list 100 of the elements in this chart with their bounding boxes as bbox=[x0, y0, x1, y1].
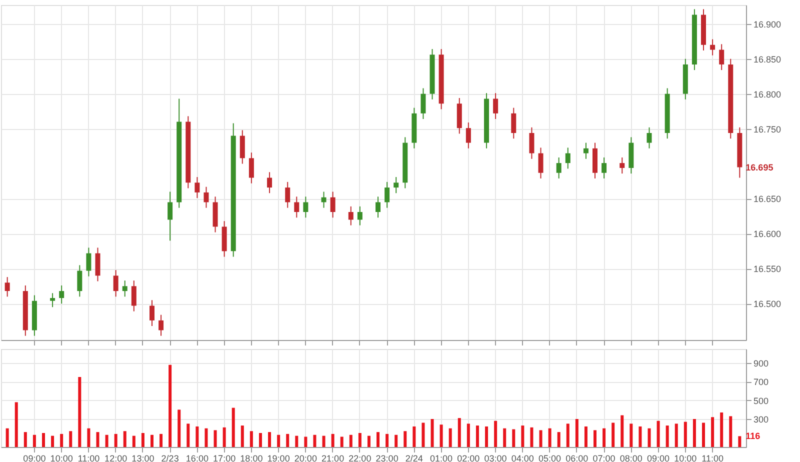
bar bbox=[6, 428, 9, 447]
x-tick-label: 22:00 bbox=[348, 454, 372, 462]
bar bbox=[376, 432, 380, 447]
candlestick bbox=[493, 92, 498, 120]
bar bbox=[674, 424, 678, 447]
candlestick bbox=[466, 122, 471, 149]
bar bbox=[602, 428, 606, 447]
bar bbox=[702, 422, 706, 447]
bar bbox=[32, 434, 36, 447]
candlestick bbox=[168, 191, 173, 242]
bar bbox=[14, 402, 18, 447]
bar bbox=[494, 420, 498, 447]
bar bbox=[295, 436, 298, 447]
bar bbox=[123, 431, 126, 447]
candlestick bbox=[294, 196, 300, 218]
y-tick-label: 16.500 bbox=[754, 299, 782, 310]
bar bbox=[304, 436, 308, 447]
candlestick bbox=[131, 280, 136, 312]
x-tick-label: 07:00 bbox=[592, 454, 616, 462]
bar bbox=[358, 433, 362, 447]
bar bbox=[720, 412, 724, 447]
bar bbox=[738, 436, 742, 447]
candlestick bbox=[330, 191, 336, 218]
bar bbox=[42, 433, 45, 447]
bar bbox=[51, 436, 54, 447]
bar bbox=[286, 434, 290, 447]
candlestick bbox=[86, 247, 92, 277]
y-tick-label: 900 bbox=[754, 358, 769, 368]
bar bbox=[566, 424, 570, 447]
candlestick bbox=[357, 206, 362, 226]
y-tick-label: 16.750 bbox=[754, 124, 782, 134]
candlestick bbox=[511, 107, 516, 140]
candlestick bbox=[321, 191, 326, 208]
x-tick-label: 10:00 bbox=[50, 454, 73, 462]
bar bbox=[168, 364, 172, 447]
bar bbox=[412, 426, 416, 447]
bar bbox=[331, 434, 334, 447]
bar bbox=[630, 424, 633, 447]
bar bbox=[258, 433, 262, 447]
candlestick bbox=[4, 276, 10, 298]
y-tick-label: 300 bbox=[754, 414, 769, 424]
annotation: 116 bbox=[746, 431, 760, 442]
bar bbox=[87, 428, 90, 447]
bar bbox=[222, 427, 226, 447]
bar bbox=[150, 434, 154, 447]
bar bbox=[105, 434, 108, 447]
candlestick bbox=[95, 247, 100, 282]
x-tick-label: 2/24 bbox=[405, 454, 423, 462]
bar bbox=[539, 430, 542, 447]
bar bbox=[620, 415, 624, 447]
x-tick-label: 23:00 bbox=[376, 454, 398, 462]
bar bbox=[404, 431, 407, 447]
y-tick-label: 500 bbox=[754, 396, 769, 406]
x-tick-label: 03:00 bbox=[484, 454, 507, 462]
candlestick bbox=[303, 196, 308, 218]
x-tick-label: 09:00 bbox=[647, 454, 670, 462]
bar bbox=[322, 436, 326, 447]
candlestick bbox=[556, 156, 562, 179]
candlestick bbox=[620, 156, 625, 174]
x-tick-label: 21:00 bbox=[322, 454, 344, 462]
bar bbox=[503, 428, 506, 447]
candlestick bbox=[394, 176, 399, 194]
bar bbox=[594, 430, 597, 447]
bar bbox=[160, 434, 163, 447]
candlestick bbox=[285, 181, 290, 208]
x-tick-label: 2/23 bbox=[161, 454, 179, 462]
bar bbox=[430, 419, 434, 447]
candlestick bbox=[122, 280, 128, 298]
bar bbox=[78, 377, 82, 447]
candlestick bbox=[50, 292, 56, 308]
candlestick bbox=[113, 270, 118, 298]
y-tick-label: 16.600 bbox=[754, 229, 782, 240]
bar bbox=[277, 434, 280, 447]
bar bbox=[349, 434, 352, 447]
x-tick-label: 10:00 bbox=[674, 454, 697, 462]
candlestick bbox=[267, 172, 272, 194]
candlestick bbox=[384, 181, 390, 208]
bar bbox=[340, 436, 344, 447]
candlestick bbox=[348, 206, 354, 226]
x-tick-label: 05:00 bbox=[538, 454, 562, 462]
x-tick-label: 16:00 bbox=[186, 454, 208, 462]
bar bbox=[268, 432, 272, 447]
bar bbox=[186, 424, 190, 447]
x-tick-label: 20:00 bbox=[294, 454, 317, 462]
candlestick bbox=[565, 147, 570, 170]
bar bbox=[557, 432, 560, 447]
candlestick bbox=[719, 44, 724, 71]
bar bbox=[648, 428, 651, 447]
bar bbox=[422, 422, 425, 447]
bar bbox=[196, 426, 199, 447]
bar bbox=[684, 422, 687, 447]
bar bbox=[692, 419, 696, 447]
bar bbox=[394, 434, 398, 447]
bar bbox=[313, 434, 316, 447]
bar bbox=[729, 416, 732, 447]
bar bbox=[458, 418, 461, 447]
bar bbox=[575, 419, 578, 447]
bar bbox=[448, 428, 452, 447]
candlestick bbox=[583, 142, 588, 160]
candlestick bbox=[602, 156, 607, 179]
